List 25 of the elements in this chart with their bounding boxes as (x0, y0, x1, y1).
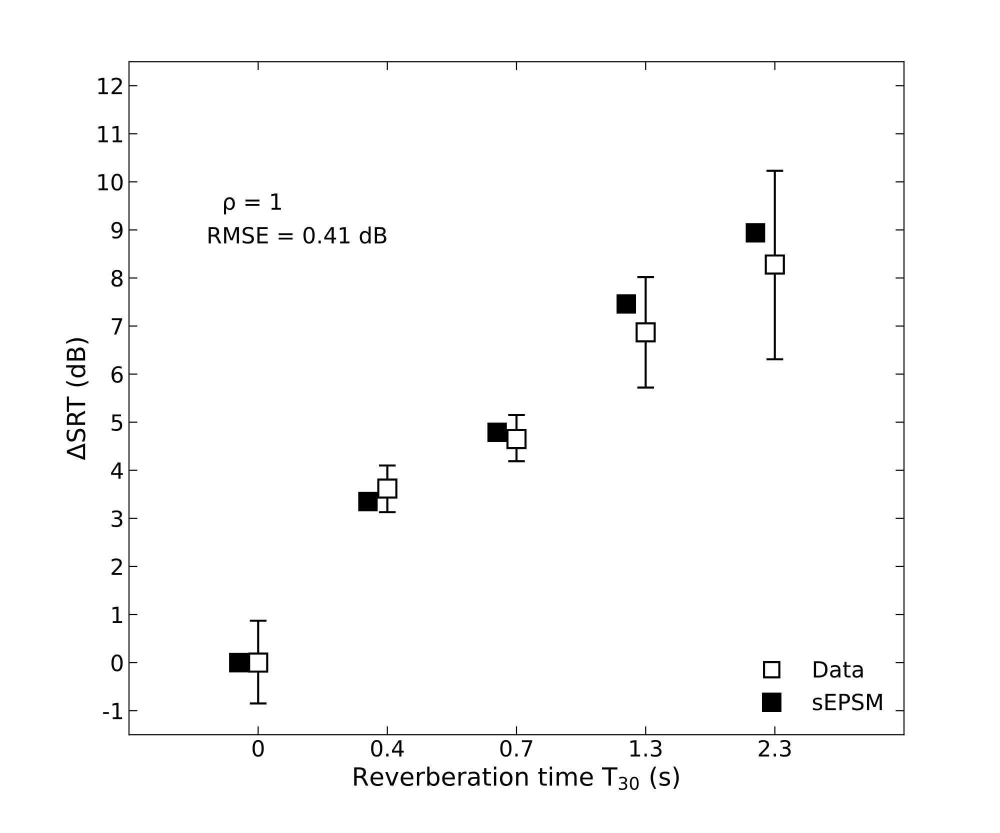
y-tick-label: 0 (111, 654, 123, 672)
y-tick-label: 11 (98, 126, 122, 142)
y-tick-label: 3 (112, 510, 122, 528)
annotation: RMSE = 0.41 dB (208, 226, 386, 244)
legend-label: Data (814, 661, 863, 678)
x-tick-label: 2.3 (758, 740, 791, 757)
y-axis-title: ΔSRT (dB) (66, 338, 88, 460)
x-tick-label: 1.3 (630, 740, 662, 757)
y-tick-label: 1 (112, 606, 122, 623)
y-tick-label: 12 (98, 78, 122, 94)
y-tick-label: -1 (103, 702, 122, 720)
x-axis-title: Reverberation time T$_{30}$ (s) (354, 766, 679, 790)
annotation: ρ = 1 (224, 194, 281, 214)
legend-label: sEPSM (812, 694, 882, 710)
x-tick-label: 0 (252, 740, 264, 757)
x-tick-label: 0.4 (371, 740, 404, 757)
y-tick-label: 6 (112, 366, 123, 383)
y-tick-label: 5 (112, 414, 122, 431)
y-tick-label: 2 (112, 558, 122, 575)
y-tick-label: 7 (112, 318, 122, 335)
x-tick-label: 0.7 (500, 740, 532, 757)
y-tick-label: 8 (112, 270, 123, 287)
y-tick-label: 9 (111, 222, 123, 239)
y-tick-label: 10 (98, 174, 123, 191)
y-tick-label: 4 (111, 462, 123, 479)
